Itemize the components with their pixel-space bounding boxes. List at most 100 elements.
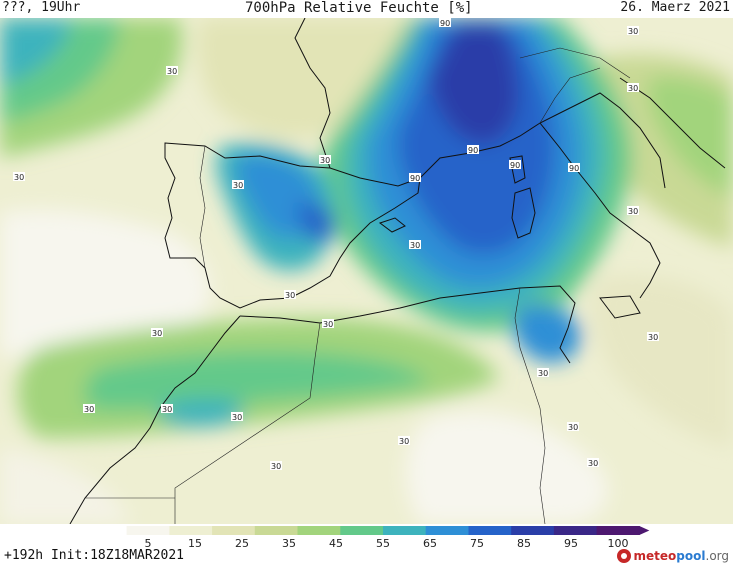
svg-text:30: 30 xyxy=(648,333,658,342)
isoline-label-30: 30 xyxy=(647,332,659,342)
isoline-label-30: 30 xyxy=(322,319,334,329)
legend-color-cell xyxy=(212,526,256,535)
title-bar: ???, 19Uhr 700hPa Relative Feuchte [%] 2… xyxy=(0,0,733,18)
legend-color-cell xyxy=(169,526,213,535)
time-label: ???, 19Uhr xyxy=(2,0,81,15)
legend-tick-label: 65 xyxy=(423,537,437,548)
isoline-label-90: 90 xyxy=(467,145,479,155)
isoline-label-30: 30 xyxy=(398,436,410,446)
isoline-label-30: 30 xyxy=(587,458,599,468)
isoline-label-90: 90 xyxy=(568,163,580,173)
svg-text:30: 30 xyxy=(410,241,420,250)
svg-text:90: 90 xyxy=(569,164,579,173)
isoline-label-30: 30 xyxy=(567,422,579,432)
isoline-label-90: 90 xyxy=(409,173,421,183)
svg-text:90: 90 xyxy=(440,19,450,28)
legend-tick-label: 15 xyxy=(188,537,202,548)
legend-tick-label: 35 xyxy=(282,537,296,548)
isoline-label-90: 90 xyxy=(509,160,521,170)
brand-logo: meteo pool .org xyxy=(616,547,730,565)
svg-text:30: 30 xyxy=(538,369,548,378)
brand-part-2: pool xyxy=(676,549,706,563)
legend-tick-label: 85 xyxy=(517,537,531,548)
isoline-label-90: 90 xyxy=(439,18,451,28)
legend-tick-label: 25 xyxy=(235,537,249,548)
svg-text:30: 30 xyxy=(588,459,598,468)
coast-balearics xyxy=(378,217,406,233)
isoline-label-30: 30 xyxy=(627,26,639,36)
isoline-label-30: 30 xyxy=(627,206,639,216)
isoline-label-30: 30 xyxy=(319,155,331,165)
legend-tick-label: 95 xyxy=(564,537,578,548)
border-spain-portugal xyxy=(199,145,206,269)
isoline-label-30: 30 xyxy=(13,172,25,182)
svg-text:30: 30 xyxy=(152,329,162,338)
legend-color-cell xyxy=(254,526,298,535)
svg-text:90: 90 xyxy=(510,161,520,170)
legend-color-cell xyxy=(383,526,427,535)
dry-zone-south xyxy=(0,448,130,524)
border-france-italy xyxy=(539,67,601,124)
isoline-label-30: 30 xyxy=(537,368,549,378)
moist-band-northafrica-inner xyxy=(84,351,430,411)
isoline-labels: 30 30 30 30 30 30 30 30 30 30 30 30 30 3… xyxy=(13,18,659,471)
brand-part-3: .org xyxy=(705,549,730,563)
moist-core-max xyxy=(430,23,519,144)
svg-text:30: 30 xyxy=(285,291,295,300)
legend-color-cell xyxy=(468,526,512,535)
dry-zone-atlantic xyxy=(0,209,210,358)
moist-spot-iberia-deep xyxy=(298,201,336,243)
svg-text:30: 30 xyxy=(320,156,330,165)
isoline-label-30: 30 xyxy=(231,412,243,422)
moist-band-atlantic-core xyxy=(0,18,70,86)
isoline-label-30: 30 xyxy=(151,328,163,338)
border-morocco-algeria xyxy=(174,322,321,524)
coast-sardinia xyxy=(511,187,536,239)
humidity-map: 30 30 30 30 30 30 30 30 30 30 30 30 30 3… xyxy=(0,18,733,524)
isoline-label-30: 30 xyxy=(166,66,178,76)
svg-text:30: 30 xyxy=(233,181,243,190)
logo-icon xyxy=(616,549,631,563)
dry-zone-east xyxy=(591,275,733,448)
country-borders xyxy=(85,47,631,524)
svg-text:90: 90 xyxy=(410,174,420,183)
isoline-label-30: 30 xyxy=(284,290,296,300)
coast-iberia xyxy=(164,142,421,309)
legend-color-cell xyxy=(553,526,598,535)
map-title: 700hPa Relative Feuchte [%] xyxy=(245,0,473,16)
svg-text:30: 30 xyxy=(568,423,578,432)
coast-sicily xyxy=(599,295,641,319)
moist-spot-iberia-core xyxy=(235,154,318,239)
legend-tick-label: 45 xyxy=(329,537,343,548)
svg-text:30: 30 xyxy=(628,207,638,216)
moist-spot-tunisia xyxy=(513,304,581,363)
border-algeria-tunisia xyxy=(514,287,541,409)
legend-color-cell xyxy=(511,526,555,535)
svg-text:30: 30 xyxy=(323,320,333,329)
border-libya xyxy=(539,407,546,524)
legend-tick-label: 55 xyxy=(376,537,390,548)
moist-spot-morocco xyxy=(160,398,244,427)
color-legend: 5 15 25 35 45 55 65 75 85 95 100 xyxy=(0,524,733,566)
coast-corsica xyxy=(509,155,526,184)
legend-bar: 5 15 25 35 45 55 65 75 85 95 100 xyxy=(126,526,650,548)
coast-morocco xyxy=(69,315,241,524)
isoline-label-30: 30 xyxy=(270,461,282,471)
isoline-label-30: 30 xyxy=(161,404,173,414)
forecast-info: +192h Init:18Z18MAR2021 xyxy=(4,548,185,563)
svg-text:30: 30 xyxy=(14,173,24,182)
legend-color-cell xyxy=(596,526,640,535)
legend-color-cell xyxy=(297,526,341,535)
border-swiss xyxy=(519,47,631,79)
svg-text:30: 30 xyxy=(167,67,177,76)
legend-tick-label: 75 xyxy=(470,537,484,548)
isoline-label-30: 30 xyxy=(627,83,639,93)
coast-france xyxy=(294,18,331,169)
brand-part-1: meteo xyxy=(633,549,677,563)
moist-band-right-inner xyxy=(648,77,733,198)
legend-color-cell xyxy=(425,526,469,535)
legend-color-cell xyxy=(340,526,384,535)
svg-text:90: 90 xyxy=(468,146,478,155)
svg-text:30: 30 xyxy=(628,84,638,93)
